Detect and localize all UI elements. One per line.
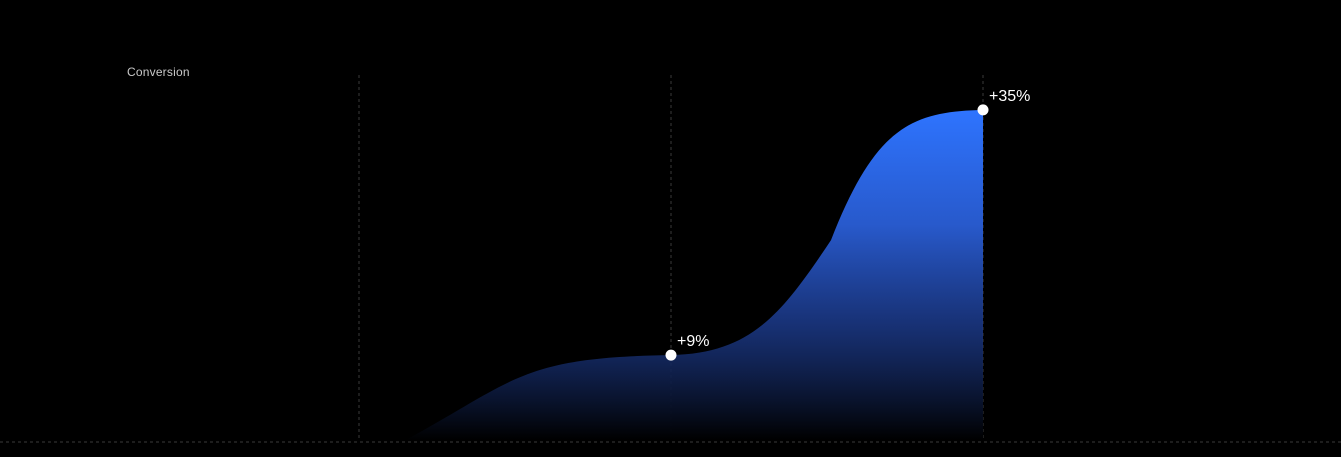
- data-point-marker-2: [977, 104, 989, 116]
- data-label-1: +9%: [677, 333, 709, 350]
- data-label-2: +35%: [989, 88, 1030, 105]
- chart-title: Conversion: [127, 65, 190, 79]
- data-point-marker-1: [665, 349, 677, 361]
- conversion-area: [405, 109, 983, 441]
